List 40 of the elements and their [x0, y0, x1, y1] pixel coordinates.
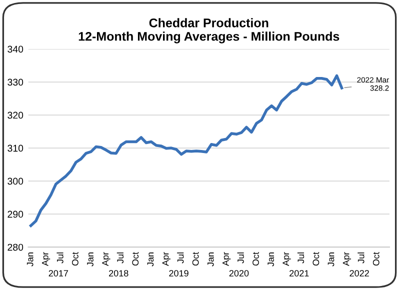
x-tick-label: Oct	[72, 252, 78, 266]
x-tick-label: Jan	[208, 252, 214, 266]
x-tick-label: Jan	[328, 252, 334, 266]
x-tick-label: Apr	[282, 252, 291, 266]
y-tick-label: 290	[8, 210, 24, 218]
x-tick-label: Apr	[162, 252, 170, 266]
text: 2017	[48, 270, 68, 276]
x-tick-label: Oct	[372, 252, 380, 266]
chart-title: Cheddar Production	[149, 18, 268, 28]
y-tick-label: 340	[8, 46, 24, 53]
x-tick-label: Apr	[102, 252, 110, 266]
x-tick-label: Apr	[222, 252, 231, 266]
text: 2022	[350, 270, 369, 276]
text: 2021	[290, 270, 309, 276]
y-tick-label: 310	[8, 144, 24, 152]
y-tick-label: 300	[8, 178, 24, 185]
line-series	[29, 74, 344, 228]
x-tick-label: Apr	[42, 252, 50, 266]
text: 2019	[169, 270, 188, 276]
text: 2020	[229, 270, 249, 276]
x-tick-label: Jan	[268, 252, 274, 266]
y-tick-label: 320	[8, 112, 24, 119]
x-tick-label: Jul	[56, 252, 64, 264]
x-tick-label: Oct	[252, 252, 259, 266]
x-tick-label: Jul	[116, 252, 124, 264]
x-tick-label: Apr	[342, 252, 352, 266]
x-tick-label: Oct	[192, 252, 199, 266]
text: 2018	[109, 270, 128, 276]
x-tick-label: Jul	[177, 252, 184, 264]
y-tick-label: 280	[8, 244, 24, 251]
x-tick-label: Jan	[26, 252, 34, 266]
x-tick-label: Oct	[132, 252, 139, 266]
x-tick-label: Jul	[297, 252, 304, 264]
y-tick-label: 330	[8, 78, 24, 86]
x-tick-label: Oct	[312, 252, 320, 266]
x-tick-label: Jul	[358, 252, 364, 264]
x-tick-label: Jan	[147, 252, 154, 266]
x-tick-label: Jan	[87, 252, 94, 266]
x-tick-label: Jul	[237, 252, 244, 264]
chart-subtitle: 12-Month Moving Averages - Million Pounds	[78, 32, 340, 44]
